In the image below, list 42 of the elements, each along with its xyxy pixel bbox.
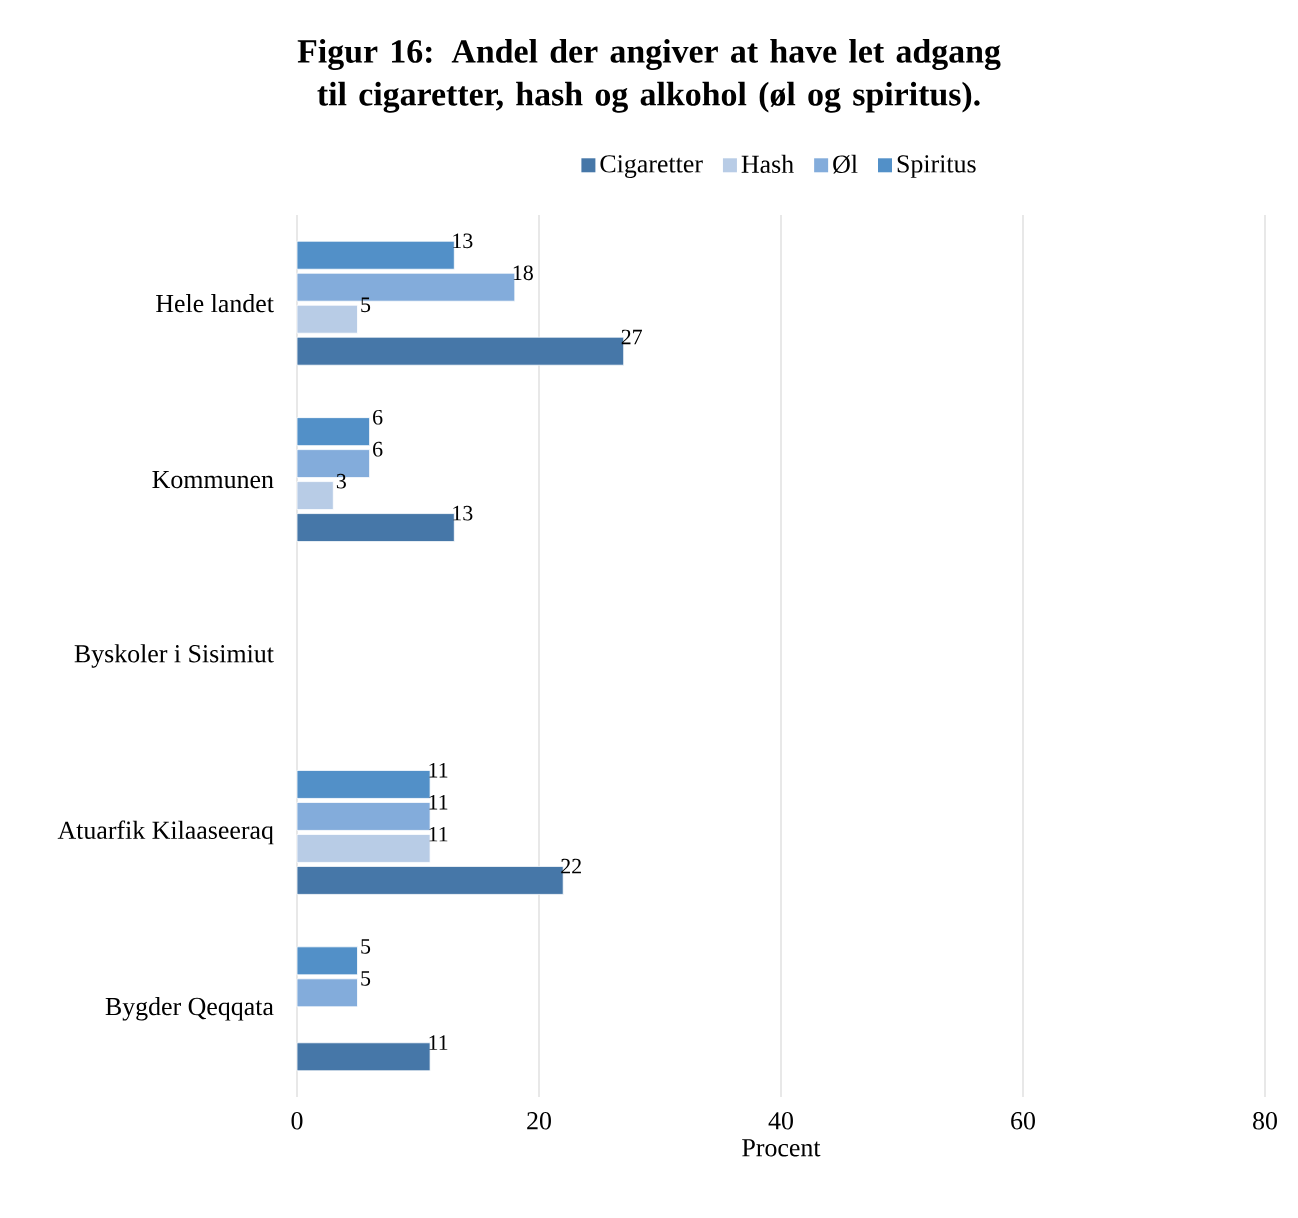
data-label: 5 xyxy=(361,971,371,986)
data-label: 11 xyxy=(429,762,448,778)
data-label: 5 xyxy=(361,297,371,313)
bar xyxy=(296,1042,431,1072)
data-label: 6 xyxy=(373,409,383,425)
data-label: 5 xyxy=(361,939,371,954)
x-tick-label: 60 xyxy=(1011,1112,1035,1130)
data-label: 6 xyxy=(373,441,383,457)
bar xyxy=(296,946,358,976)
bar xyxy=(296,240,455,270)
data-label: 3 xyxy=(336,473,346,489)
data-label: 11 xyxy=(429,794,448,810)
bar xyxy=(296,978,358,1008)
bar xyxy=(296,802,431,831)
data-label: 18 xyxy=(513,265,533,281)
bar xyxy=(296,513,455,542)
data-label: 22 xyxy=(561,858,581,874)
y-tick-label: Kommunen xyxy=(152,471,274,489)
data-label: 13 xyxy=(453,233,473,249)
y-tick-label: Byskoler i Sisimiut xyxy=(74,644,274,668)
data-label: 27 xyxy=(621,329,643,345)
bar xyxy=(296,417,370,447)
x-tick-label: 40 xyxy=(768,1112,793,1130)
bar xyxy=(296,834,431,863)
x-tick-label: 80 xyxy=(1253,1112,1277,1130)
y-tick-label: Bygder Qeqqata xyxy=(105,997,274,1021)
y-tick-label: Atuarfik Kilaaseeraq xyxy=(57,820,274,845)
bar xyxy=(296,481,334,510)
legend-label: Øl xyxy=(833,154,858,174)
legend-label: Spiritus xyxy=(897,155,976,178)
x-axis-title: Procent xyxy=(742,1139,821,1157)
x-tick-label: 20 xyxy=(527,1112,551,1130)
y-tick-label: Hele landet xyxy=(156,294,274,313)
bar xyxy=(296,770,431,799)
x-tick-label: 0 xyxy=(291,1112,303,1130)
chart-title: Figur 16: Andel der angiver at have let adgang til cigaretter, hash og alkohol (øl og spiritus). xyxy=(297,39,1001,113)
data-label: 11 xyxy=(429,826,448,842)
legend-label: Cigaretter xyxy=(600,155,703,178)
data-label: 11 xyxy=(429,1035,448,1050)
legend-label: Hash xyxy=(741,154,794,174)
bar xyxy=(296,304,358,334)
data-label: 13 xyxy=(453,505,473,521)
